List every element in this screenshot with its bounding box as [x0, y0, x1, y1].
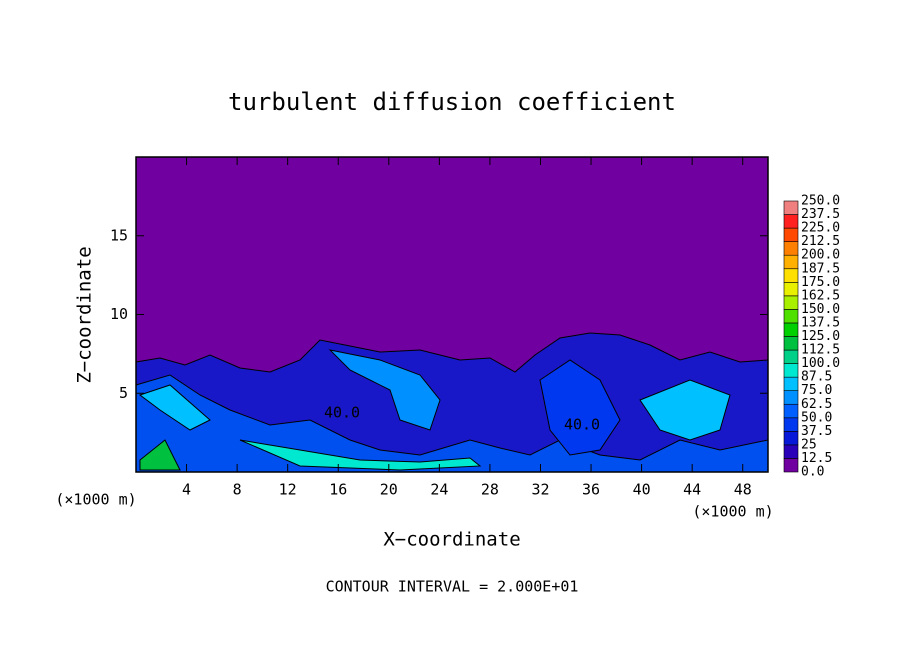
colorbar-label: 212.5: [801, 234, 840, 249]
colorbar-swatch: [783, 214, 799, 229]
contour-label: 40.0: [324, 404, 360, 422]
y-tick-label: 15: [110, 226, 128, 244]
colorbar-label: 137.5: [801, 315, 840, 330]
colorbar-swatch: [783, 254, 799, 270]
x-tick-label: 16: [329, 481, 347, 499]
colorbar-label: 100.0: [801, 356, 840, 371]
colorbar-label: 237.5: [801, 207, 840, 222]
x-tick-label: 40: [633, 481, 651, 499]
colorbar-swatch: [783, 241, 799, 256]
colorbar-swatch: [783, 349, 799, 364]
contour-label: 40.0: [564, 416, 600, 434]
colorbar-swatch: [783, 200, 799, 215]
x-tick-label: 8: [233, 481, 242, 499]
colorbar-swatch: [783, 295, 799, 310]
colorbar-swatch: [783, 390, 799, 405]
x-tick-label: 20: [380, 481, 398, 499]
x-axis-label: X−coordinate: [383, 529, 520, 551]
y-tick-label: 10: [110, 305, 128, 323]
x-tick-label: 28: [481, 481, 499, 499]
colorbar-label: 162.5: [801, 288, 840, 303]
colorbar-label: 62.5: [801, 397, 832, 412]
colorbar-label: 225.0: [801, 221, 840, 236]
colorbar-swatch: [783, 268, 799, 283]
colorbar-label: 50.0: [801, 410, 832, 425]
y-tick-label: 5: [119, 384, 128, 402]
colorbar-label: 125.0: [801, 329, 840, 344]
x-unit-label: (×1000 m): [55, 491, 136, 509]
colorbar-label: 37.5: [801, 424, 832, 439]
colorbar-swatch: [783, 431, 799, 446]
colorbar-swatch: [783, 336, 799, 351]
colorbar-label: 0.0: [801, 465, 824, 480]
colorbar-label: 87.5: [801, 370, 832, 385]
x-tick-label: 12: [279, 481, 297, 499]
colorbar-swatch: [783, 444, 799, 459]
colorbar-swatch: [783, 458, 799, 473]
colorbar-label: 250.0: [801, 194, 840, 209]
colorbar-swatch: [783, 322, 799, 337]
colorbar-label: 112.5: [801, 343, 840, 358]
x-tick-label: 36: [582, 481, 600, 499]
x-tick-label: 4: [182, 481, 191, 499]
colorbar-label: 187.5: [801, 261, 840, 276]
x-tick-label: 44: [683, 481, 701, 499]
colorbar-swatch: [783, 417, 799, 432]
x-unit-label: (×1000 m): [692, 503, 773, 521]
colorbar-swatch: [783, 309, 799, 324]
colorbar-swatch: [783, 227, 799, 242]
colorbar-label: 175.0: [801, 275, 840, 290]
colorbar-swatch: [783, 376, 799, 391]
colorbar-label: 150.0: [801, 302, 840, 317]
colorbar-label: 25: [801, 437, 817, 452]
chart-title: turbulent diffusion coefficient: [228, 88, 676, 116]
contour-field: [135, 157, 769, 473]
colorbar-label: 75.0: [801, 383, 832, 398]
x-tick-label: 32: [531, 481, 549, 499]
colorbar-swatch: [783, 403, 799, 419]
colorbar-label: 200.0: [801, 248, 840, 263]
colorbar-swatch: [783, 363, 799, 378]
colorbar-swatch: [783, 281, 799, 297]
footer-note: CONTOUR INTERVAL = 2.000E+01: [326, 578, 579, 596]
colorbar-label: 12.5: [801, 451, 832, 466]
x-tick-label: 48: [734, 481, 752, 499]
x-tick-label: 24: [430, 481, 448, 499]
y-axis-label: Z−coordinate: [74, 246, 96, 383]
